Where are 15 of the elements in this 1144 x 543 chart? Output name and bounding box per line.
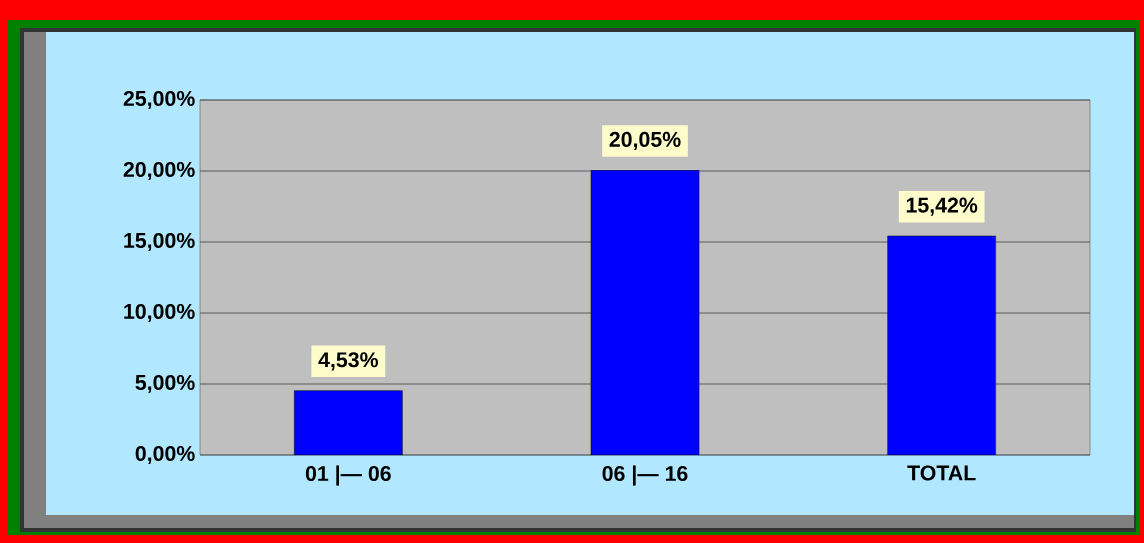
y-tick-label: 10,00% <box>124 303 195 323</box>
data-label: 4,53% <box>318 352 379 371</box>
x-tick-label: 01 |— 06 <box>305 465 391 486</box>
y-tick-label: 0,00% <box>135 445 195 465</box>
bar <box>294 390 403 455</box>
x-tick-label: 06 |— 16 <box>602 465 688 486</box>
bar <box>887 235 996 455</box>
x-tick-label: TOTAL <box>907 465 976 481</box>
data-label: 15,42% <box>906 197 978 216</box>
y-tick-label: 25,00% <box>123 90 195 110</box>
y-tick-label: 20,00% <box>123 161 195 181</box>
y-tick-label: 5,00% <box>135 374 195 394</box>
bar <box>590 170 700 455</box>
y-tick-label: 15,00% <box>124 232 195 252</box>
data-label: 20,05% <box>609 131 681 151</box>
